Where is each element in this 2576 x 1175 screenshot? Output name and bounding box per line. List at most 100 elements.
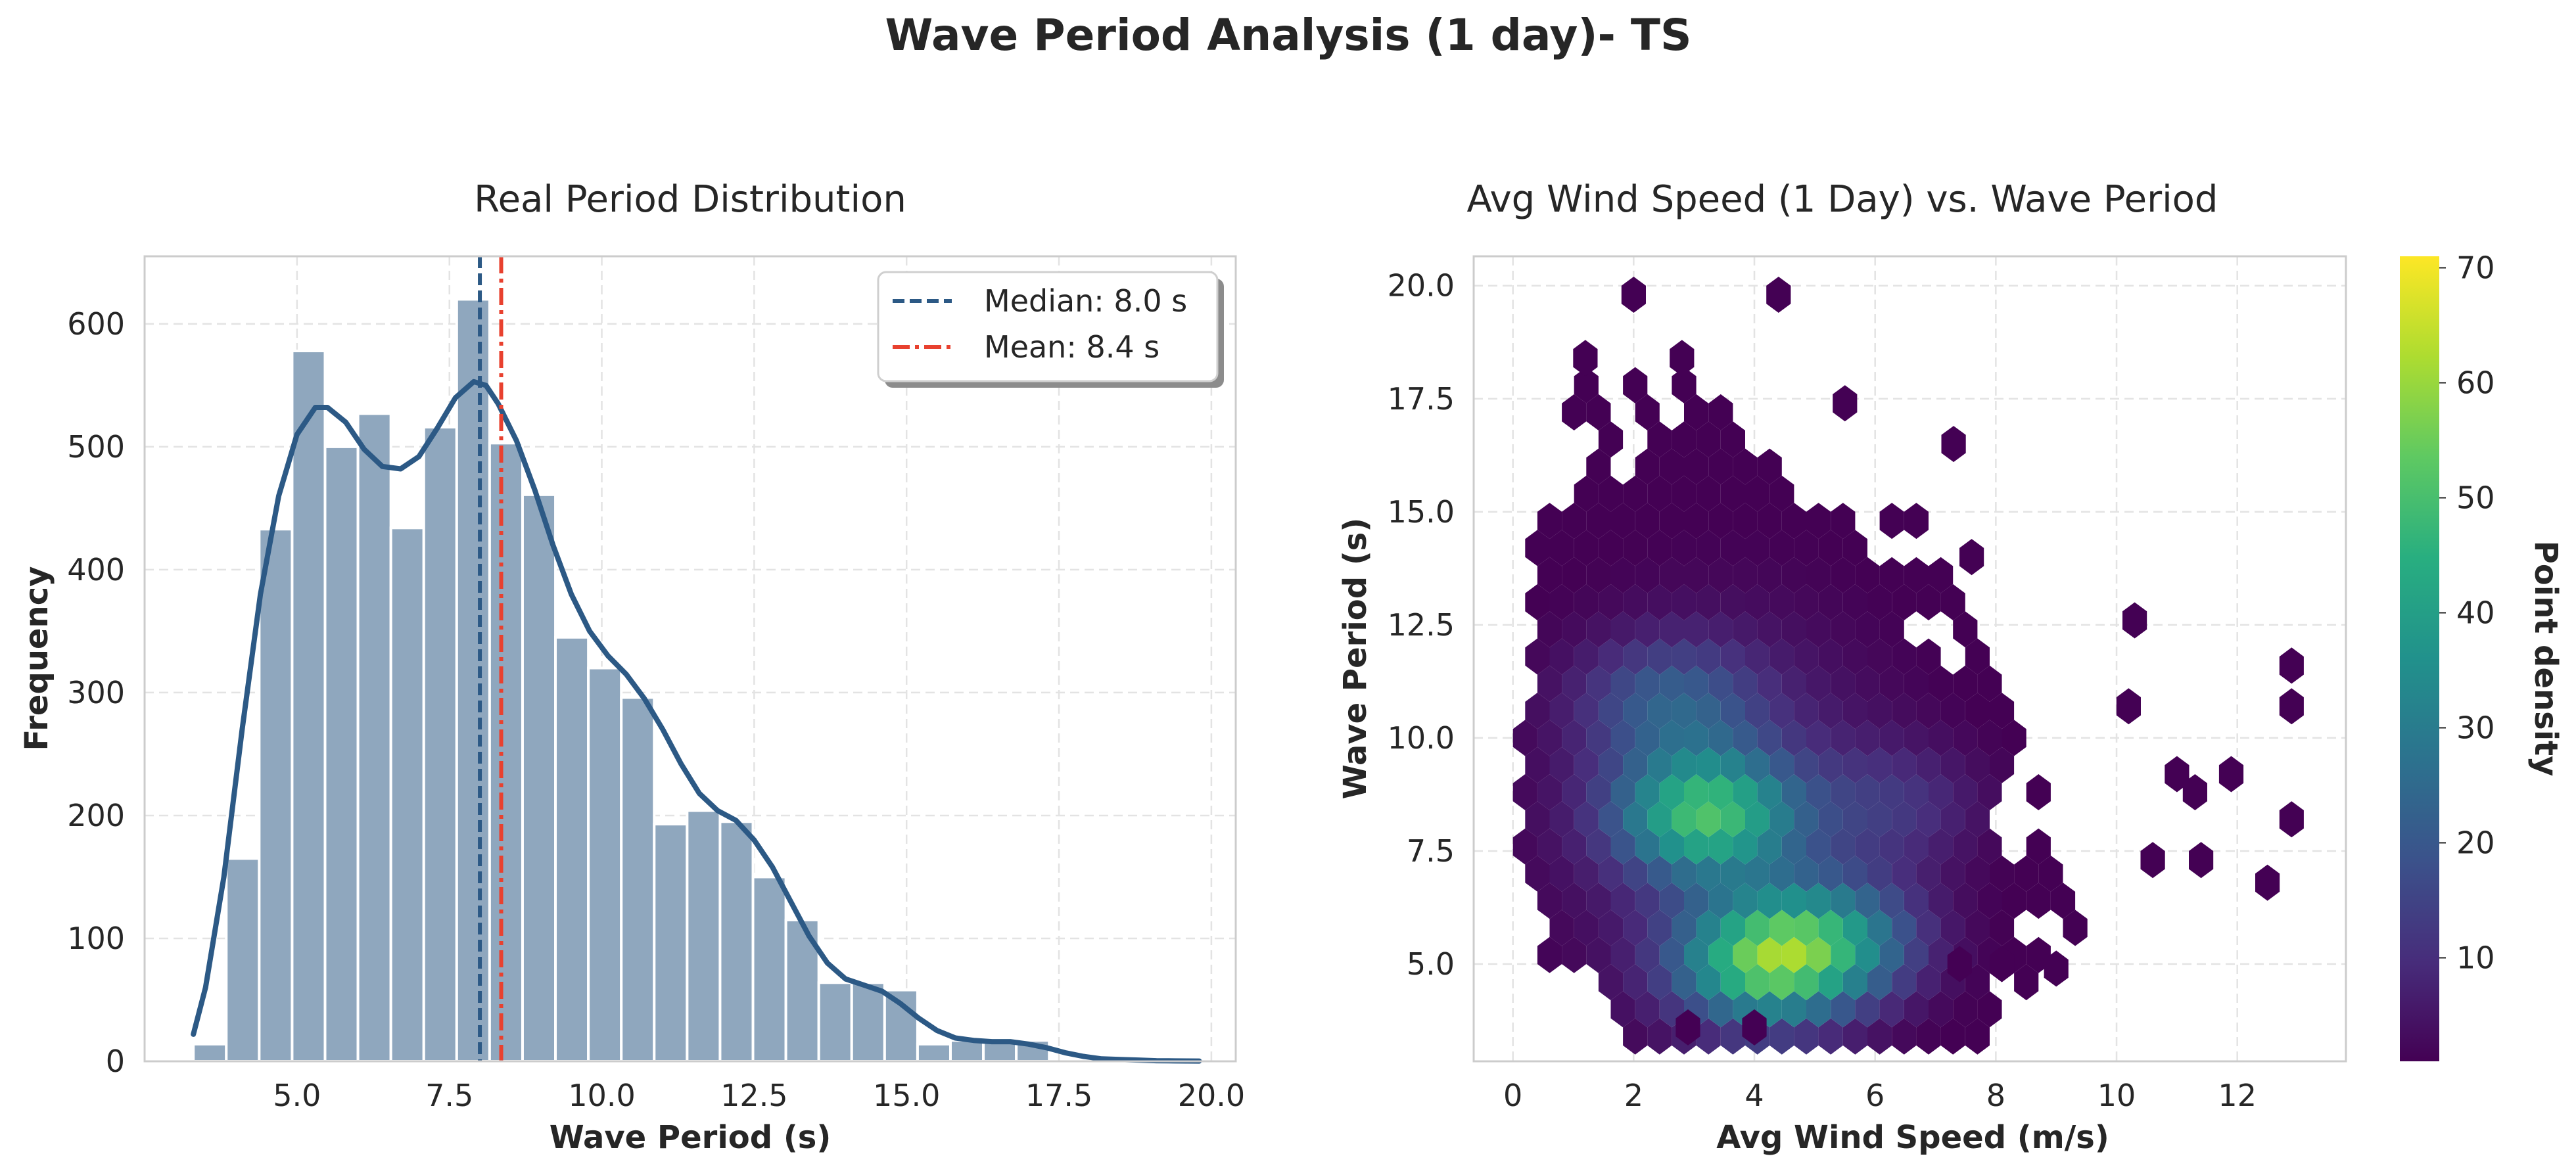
hexbin-cell [1745, 530, 1770, 566]
hexbin-cell [1647, 693, 1672, 729]
hexbin-cell [1794, 1018, 1819, 1055]
hexbin-cell [1623, 584, 1648, 620]
hexbin-cell [1916, 855, 1941, 892]
hexbin-cell [1904, 991, 1929, 1028]
hexbin-cell [1659, 557, 1684, 593]
hexbin-frame [1472, 255, 2347, 1063]
hexbin-cell [1598, 801, 1624, 838]
hexbin-cell [1766, 277, 1791, 313]
hexbin-cell [1537, 557, 1562, 593]
hexbin-cell [1672, 367, 1697, 403]
hexbin-cell [1672, 964, 1697, 1001]
hexbin-cell [1867, 693, 1892, 729]
hexbin-y-tick-label: 5.0 [1407, 946, 1455, 982]
hexbin-cell [1867, 747, 1892, 783]
hexbin-cell [1708, 448, 1733, 485]
hexbin-cell [1757, 448, 1782, 485]
hexbin-cell [1562, 883, 1587, 919]
hexbin-x-tick-label: 2 [1624, 1078, 1643, 1113]
histogram-y-tick-label: 400 [67, 552, 125, 588]
hexbin-cell [1929, 936, 1954, 973]
hexbin-cell [1720, 584, 1745, 620]
hexbin-cell [1684, 448, 1709, 485]
hexbin-cell [1733, 611, 1758, 648]
figure-title: Wave Period Analysis (1 day)- TS [885, 10, 1692, 60]
hexbin-cell [2189, 842, 2214, 879]
hexbin-cell [1904, 936, 1929, 973]
hexbin-cell [1977, 720, 2002, 756]
hexbin-y-tick-label: 12.5 [1388, 607, 1455, 643]
hexbin-cell [1708, 557, 1733, 593]
hexbin-cell [1549, 855, 1574, 892]
hexbin-cell [1879, 611, 1904, 648]
hexbin-cell [1623, 693, 1648, 729]
hexbin-cell [1867, 964, 1892, 1001]
hexbin-cell [1990, 747, 2015, 783]
hexbin-y-tick-label: 15.0 [1388, 494, 1455, 530]
hexbin-cell [1842, 584, 1867, 620]
hexbin-cell [1769, 693, 1794, 729]
hexbin-title: Avg Wind Speed (1 Day) vs. Wave Period [1467, 178, 2218, 221]
hexbin-cell [1806, 991, 1831, 1028]
histogram-bar [653, 823, 689, 1063]
hexbin-cell [1621, 277, 1646, 313]
hexbin-cell [1769, 584, 1794, 620]
histogram-bar [620, 696, 656, 1063]
hexbin-cell [1794, 801, 1819, 838]
hexbin-cell [1670, 340, 1695, 377]
hexbin-cell [1781, 720, 1806, 756]
hexbin-cell [1586, 611, 1611, 648]
hexbin-cell [1610, 557, 1635, 593]
hexbin-cell [1733, 503, 1758, 540]
hexbin-cell [1940, 693, 1965, 729]
hexbin-cell [1769, 638, 1794, 675]
hexbin-cell [1720, 747, 1745, 783]
hexbin-cell [1623, 638, 1648, 675]
hexbin-cell [1977, 883, 2002, 919]
hexbin-cell [1867, 584, 1892, 620]
hexbin-cell [1623, 475, 1648, 512]
histogram-y-tick-label: 200 [67, 798, 125, 833]
hexbin-cell [1904, 665, 1929, 702]
hexbin-cell [1512, 828, 1537, 865]
hexbin-cell [1696, 584, 1721, 620]
hexbin-x-tick-label: 6 [1865, 1078, 1885, 1113]
histogram-x-tick-label: 20.0 [1178, 1078, 1245, 1113]
hexbin-cell [1684, 557, 1709, 593]
histogram-bar [850, 981, 886, 1063]
hexbin-cell [1904, 720, 1929, 756]
colorbar-tick-label: 70 [2456, 250, 2495, 286]
hexbin-cell [1574, 693, 1599, 729]
hexbin-cell [1855, 557, 1880, 593]
hexbin-cell [1794, 855, 1819, 892]
hexbin-cell [1635, 448, 1660, 485]
histogram-title: Real Period Distribution [474, 178, 906, 221]
hexbin-cell [1672, 421, 1697, 458]
hexbin-cell [1574, 910, 1599, 946]
hexbin-cell [1696, 910, 1721, 946]
hexbin-cell [1781, 503, 1806, 540]
hexbin-cell [1818, 747, 1843, 783]
hexbin-cell [1598, 693, 1624, 729]
hexbin-cell [1879, 828, 1904, 865]
hexbin-cell [1892, 855, 1917, 892]
hexbin-x-tick-label: 4 [1745, 1078, 1764, 1113]
hexbin-cell [1929, 665, 1954, 702]
hexbin-cell [1659, 448, 1684, 485]
hexbin-cell [1990, 693, 2015, 729]
hexbin-cell [1867, 910, 1892, 946]
hexbin-cell [1672, 910, 1697, 946]
hexbin-cell [1959, 539, 1984, 576]
hexbin-cell [1831, 883, 1856, 919]
legend-mean-label: Mean: 8.4 s [984, 329, 1159, 365]
histogram-bar [916, 1042, 952, 1063]
hexbin-cell [1806, 557, 1831, 593]
hexbin-cell [1879, 883, 1904, 919]
hexbin-cell [1842, 693, 1867, 729]
histogram-bar [258, 528, 294, 1063]
hexbin-cell [1623, 855, 1648, 892]
hexbin-cell [1708, 936, 1733, 973]
hexbin-cell [1684, 936, 1709, 973]
hexbin-cell [1659, 611, 1684, 648]
hexbin-cell [1659, 883, 1684, 919]
